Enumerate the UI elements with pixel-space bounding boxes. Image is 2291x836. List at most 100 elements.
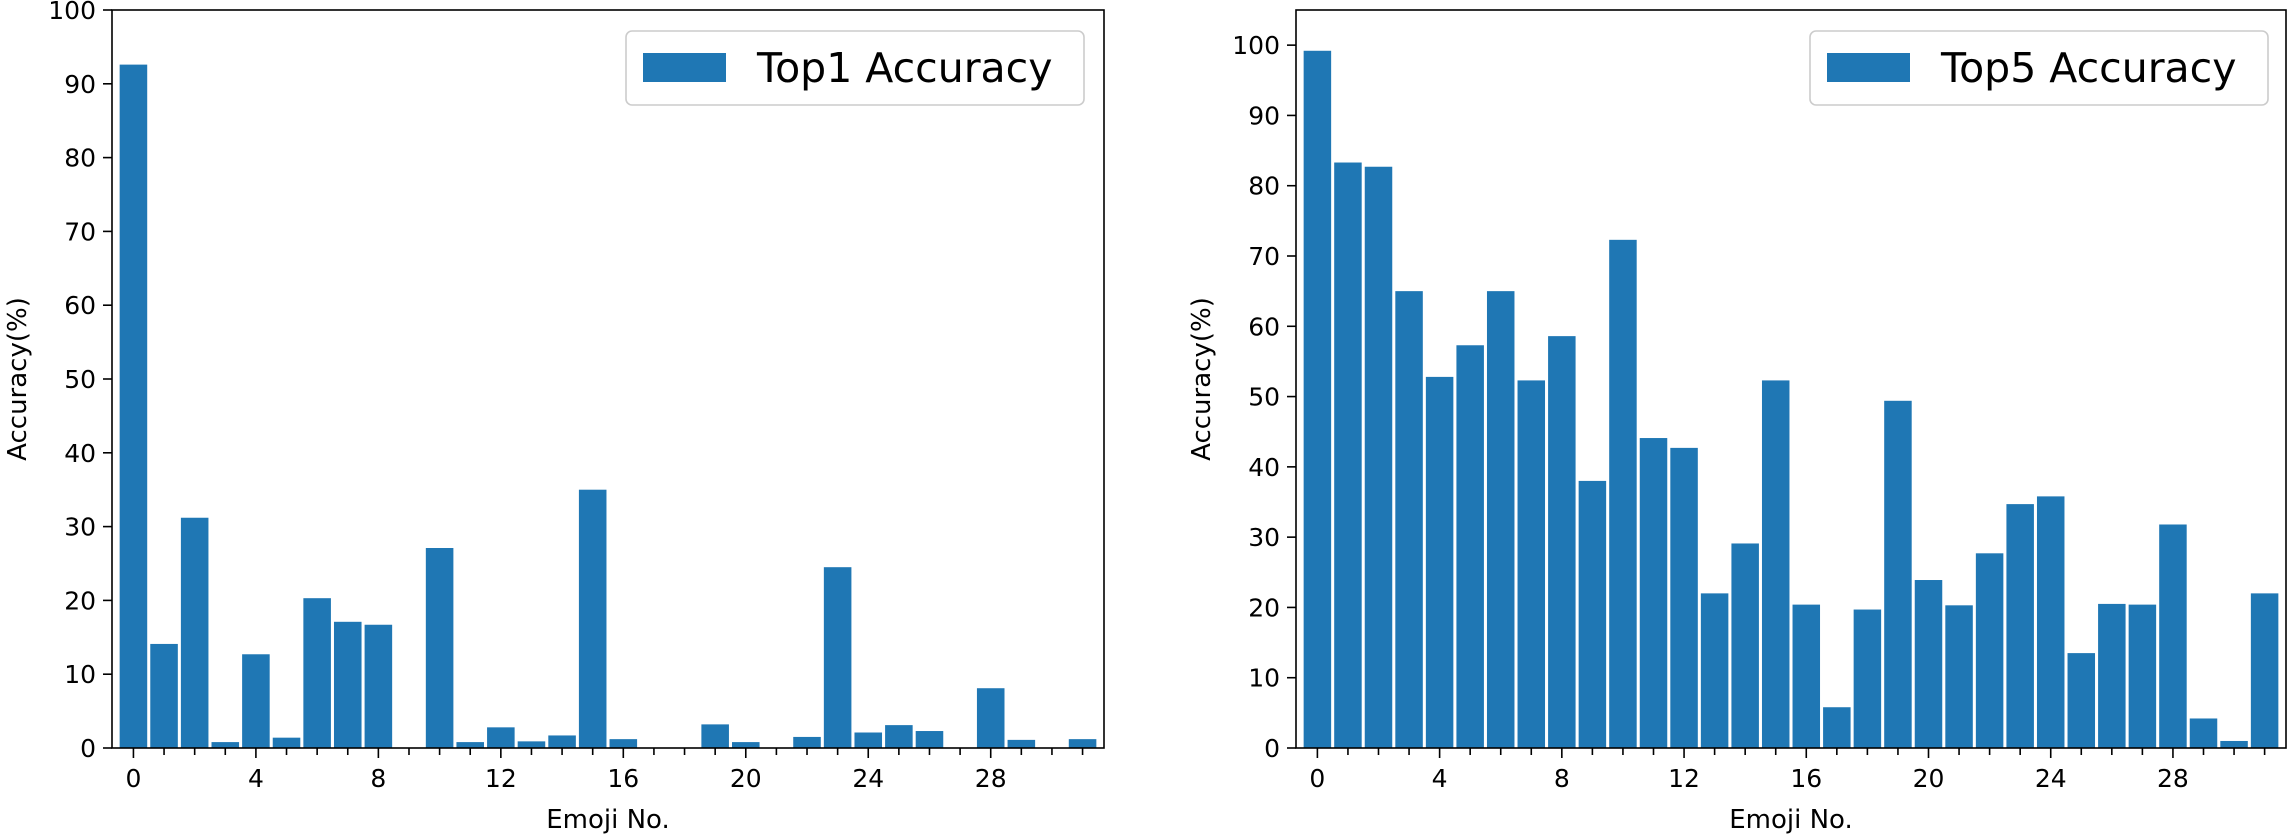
bar-emoji-10 bbox=[1609, 239, 1637, 748]
bar-emoji-11 bbox=[456, 742, 484, 748]
y-tick-label: 70 bbox=[1248, 242, 1280, 271]
bar-emoji-5 bbox=[1456, 345, 1484, 748]
bar-emoji-24 bbox=[854, 732, 883, 748]
y-tick-label: 90 bbox=[1248, 101, 1280, 130]
x-tick-label: 20 bbox=[730, 764, 762, 793]
legend: Top5 Accuracy bbox=[1809, 30, 2269, 106]
bar-emoji-25 bbox=[885, 725, 913, 748]
x-tick-label: 8 bbox=[370, 764, 386, 793]
bar-emoji-3 bbox=[211, 742, 240, 748]
bar-emoji-26 bbox=[915, 731, 944, 748]
x-tick-label: 28 bbox=[2157, 764, 2189, 793]
y-tick-label: 100 bbox=[1232, 31, 1280, 60]
y-tick-label: 0 bbox=[80, 734, 96, 763]
bar-emoji-15 bbox=[1761, 380, 1790, 748]
bar-emoji-30 bbox=[2220, 740, 2248, 748]
bar-emoji-16 bbox=[609, 739, 638, 748]
bar-emoji-28 bbox=[976, 688, 1005, 748]
bar-emoji-23 bbox=[823, 567, 852, 748]
bar-emoji-19 bbox=[1884, 400, 1912, 748]
legend-box bbox=[1809, 30, 2269, 106]
y-tick-label: 90 bbox=[64, 70, 96, 99]
bar-emoji-14 bbox=[548, 735, 576, 748]
y-tick-label: 20 bbox=[1248, 593, 1280, 622]
x-tick-label: 28 bbox=[975, 764, 1007, 793]
bar-emoji-20 bbox=[1914, 580, 1943, 748]
bar-emoji-17 bbox=[1823, 707, 1851, 748]
x-tick-label: 24 bbox=[2035, 764, 2067, 793]
bar-emoji-26 bbox=[2098, 603, 2126, 748]
bar-emoji-19 bbox=[701, 724, 729, 748]
bar-emoji-3 bbox=[1395, 291, 1423, 748]
bar-emoji-31 bbox=[2250, 593, 2279, 748]
bar-emoji-1 bbox=[1334, 162, 1362, 748]
top1-accuracy-chart: 0 10 20 30 40 50 60 70 80 90 100 0 4 8 12 16 20 24 28 Emoji… bbox=[3, 0, 1105, 835]
bar-emoji-12 bbox=[487, 727, 515, 748]
x-axis-label: Emoji No. bbox=[1729, 805, 1853, 835]
bar-emoji-18 bbox=[1853, 609, 1882, 748]
x-axis-label: Emoji No. bbox=[546, 805, 670, 835]
y-tick-label: 30 bbox=[64, 513, 96, 542]
bar-emoji-14 bbox=[1731, 543, 1759, 748]
y-tick-label: 50 bbox=[64, 365, 96, 394]
y-tick-label: 80 bbox=[1248, 172, 1280, 201]
y-tick-label: 40 bbox=[1248, 453, 1280, 482]
y-tick-label: 10 bbox=[1248, 664, 1280, 693]
bar-emoji-6 bbox=[1486, 291, 1515, 748]
bar-emoji-8 bbox=[1548, 336, 1576, 748]
bar-emoji-27 bbox=[2128, 604, 2157, 748]
bar-emoji-1 bbox=[150, 643, 178, 748]
top5-accuracy-chart: 0 10 20 30 40 50 60 70 80 90 100 0 4 8 12 16 20 24 28 Emoji… bbox=[1187, 9, 2287, 835]
y-tick-label: 30 bbox=[1248, 523, 1280, 552]
bar-emoji-24 bbox=[2036, 496, 2065, 748]
bar-emoji-2 bbox=[180, 517, 209, 748]
x-tick-label: 12 bbox=[485, 764, 517, 793]
bar-emoji-20 bbox=[732, 742, 760, 748]
x-tick-label: 16 bbox=[1790, 764, 1822, 793]
x-tick-label: 0 bbox=[1309, 764, 1325, 793]
bar-emoji-31 bbox=[1068, 739, 1097, 748]
legend-label: Top5 Accuracy bbox=[1940, 44, 2237, 92]
bar-emoji-6 bbox=[303, 598, 331, 748]
x-tick-label: 0 bbox=[125, 764, 141, 793]
bar-emoji-16 bbox=[1792, 604, 1821, 748]
y-tick-label: 100 bbox=[48, 0, 96, 25]
x-tick-label: 4 bbox=[248, 764, 264, 793]
bar-emoji-25 bbox=[2067, 653, 2096, 748]
legend-swatch bbox=[1827, 53, 1910, 82]
y-tick-label: 40 bbox=[64, 439, 96, 468]
bar-emoji-9 bbox=[1578, 480, 1607, 748]
bar-emoji-22 bbox=[1975, 553, 2004, 748]
x-tick-label: 8 bbox=[1554, 764, 1570, 793]
bar-emoji-13 bbox=[1700, 593, 1729, 748]
bar-emoji-29 bbox=[2189, 718, 2218, 748]
x-tick-label: 12 bbox=[1668, 764, 1700, 793]
bar-emoji-4 bbox=[1425, 376, 1454, 748]
x-tick-label: 24 bbox=[852, 764, 884, 793]
y-tick-label: 0 bbox=[1264, 734, 1280, 763]
bar-emoji-21 bbox=[1945, 605, 1973, 748]
bar-emoji-28 bbox=[2159, 524, 2187, 748]
x-tick-label: 16 bbox=[607, 764, 639, 793]
bar-emoji-12 bbox=[1670, 447, 1698, 748]
y-tick-label: 60 bbox=[1248, 312, 1280, 341]
y-tick-label: 60 bbox=[64, 291, 96, 320]
y-axis-label: Accuracy(%) bbox=[3, 297, 33, 461]
bar-emoji-7 bbox=[333, 621, 362, 748]
bar-emoji-10 bbox=[425, 548, 454, 748]
legend-swatch bbox=[643, 53, 726, 82]
y-tick-label: 80 bbox=[64, 144, 96, 173]
bar-emoji-22 bbox=[793, 736, 821, 748]
bar-emoji-13 bbox=[517, 741, 546, 748]
bar-emoji-0 bbox=[1303, 50, 1332, 748]
bar-emoji-0 bbox=[119, 64, 148, 749]
bar-emoji-5 bbox=[272, 737, 301, 748]
bar-emoji-15 bbox=[578, 489, 607, 748]
legend-box bbox=[625, 30, 1085, 106]
plot-frame bbox=[1295, 9, 2287, 749]
plot-frame bbox=[111, 9, 1105, 749]
bar-emoji-11 bbox=[1639, 438, 1668, 748]
y-tick-label: 20 bbox=[64, 586, 96, 615]
bar-emoji-8 bbox=[364, 624, 393, 748]
bar-emoji-29 bbox=[1007, 739, 1036, 748]
